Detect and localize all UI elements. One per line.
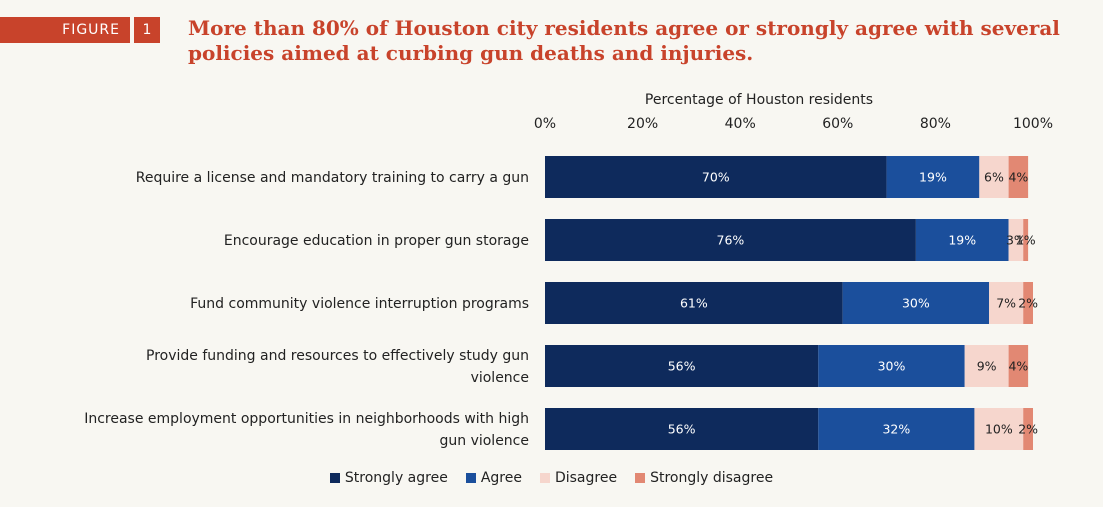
bar-segment bbox=[842, 282, 990, 324]
legend-item: Strongly disagree bbox=[635, 470, 773, 486]
bar-segment bbox=[1008, 156, 1029, 198]
bar-segment bbox=[545, 219, 916, 261]
bar-segment bbox=[545, 156, 887, 198]
data-label: 19% bbox=[919, 170, 947, 185]
x-tick-label: 40% bbox=[725, 116, 756, 132]
data-label: 61% bbox=[680, 296, 708, 311]
bar-segment bbox=[545, 345, 819, 387]
data-label: 1% bbox=[1016, 233, 1036, 248]
x-tick-label: 80% bbox=[920, 116, 951, 132]
legend-swatch bbox=[329, 473, 340, 483]
x-tick-label: 20% bbox=[627, 116, 658, 132]
figure-tag: FIGURE 1 bbox=[0, 17, 160, 43]
category-label: Require a license and mandatory training… bbox=[136, 170, 529, 186]
data-label: 2% bbox=[1018, 296, 1038, 311]
data-label: 4% bbox=[1008, 170, 1028, 185]
data-label: 4% bbox=[1008, 359, 1028, 374]
data-label: 30% bbox=[878, 359, 906, 374]
figure-number: 1 bbox=[134, 17, 160, 43]
bar-segment bbox=[1023, 282, 1033, 324]
legend-label: Disagree bbox=[554, 470, 618, 486]
bar-segment bbox=[886, 156, 980, 198]
bar-segment bbox=[915, 219, 1009, 261]
data-label: 2% bbox=[1018, 422, 1038, 437]
data-label: 30% bbox=[902, 296, 930, 311]
legend-label: Strongly agree bbox=[344, 470, 448, 486]
data-label: 10% bbox=[985, 422, 1013, 437]
data-label: 32% bbox=[882, 422, 910, 437]
data-label: 9% bbox=[977, 359, 997, 374]
bar-segment bbox=[964, 345, 1009, 387]
bar-segment bbox=[818, 345, 965, 387]
category-label: Provide funding and resources to effecti… bbox=[146, 348, 529, 386]
data-label: 3% bbox=[1006, 233, 1026, 248]
figure-label: FIGURE bbox=[0, 17, 130, 43]
x-axis-label: Percentage of Houston residents bbox=[645, 92, 873, 108]
category-label: Encourage education in proper gun storag… bbox=[224, 233, 529, 249]
legend-item: Disagree bbox=[539, 470, 618, 486]
legend-swatch bbox=[635, 473, 646, 483]
legend-swatch bbox=[465, 473, 476, 483]
data-label: 7% bbox=[996, 296, 1016, 311]
legend-label: Agree bbox=[480, 470, 522, 486]
legend: Strongly agree Agree Disagree Strongly disa… bbox=[0, 470, 1103, 486]
legend-item: Agree bbox=[465, 470, 522, 486]
bar-segment bbox=[974, 408, 1024, 450]
bar-segment bbox=[818, 408, 975, 450]
bar-segment bbox=[1023, 408, 1033, 450]
legend-swatch bbox=[539, 473, 550, 483]
x-tick-label: 100% bbox=[1013, 116, 1053, 132]
data-label: 70% bbox=[702, 170, 730, 185]
bar-segment bbox=[1008, 345, 1029, 387]
data-label: 19% bbox=[948, 233, 976, 248]
category-label: Fund community violence interruption pro… bbox=[190, 296, 529, 312]
bar-segment bbox=[979, 156, 1009, 198]
data-label: 76% bbox=[717, 233, 745, 248]
legend-label: Strongly disagree bbox=[650, 470, 774, 486]
legend-item: Strongly agree bbox=[329, 470, 448, 486]
data-label: 56% bbox=[668, 422, 696, 437]
x-tick-label: 60% bbox=[822, 116, 853, 132]
bar-segment bbox=[1023, 219, 1029, 261]
bar-segment bbox=[1008, 219, 1024, 261]
chart-title: More than 80% of Houston city residents … bbox=[188, 16, 1060, 65]
bar-segment bbox=[989, 282, 1024, 324]
category-label: Increase employment opportunities in nei… bbox=[84, 411, 529, 449]
bar-segment bbox=[545, 408, 819, 450]
x-tick-label: 0% bbox=[534, 116, 556, 132]
bar-segment bbox=[545, 282, 843, 324]
data-label: 56% bbox=[668, 359, 696, 374]
data-label: 6% bbox=[984, 170, 1004, 185]
